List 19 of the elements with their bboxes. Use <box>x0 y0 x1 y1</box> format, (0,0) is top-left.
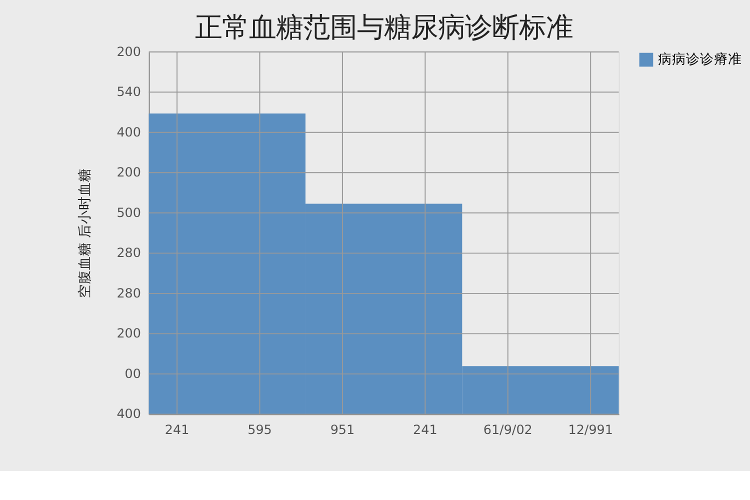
text: 200 <box>116 326 141 341</box>
y-axis-title: 空腹血糖 后小时血糖 <box>77 168 94 298</box>
text: 400 <box>116 124 141 140</box>
text: 595 <box>248 422 272 437</box>
text: 540 <box>116 84 141 100</box>
text: 280 <box>116 245 141 260</box>
text: 400 <box>116 406 141 422</box>
text: 280 <box>116 285 141 300</box>
text: 951 <box>330 422 355 437</box>
text: 241 <box>164 422 190 437</box>
text: 200 <box>116 164 141 180</box>
text: 500 <box>116 204 141 220</box>
text: 200 <box>116 44 141 59</box>
text: 00 <box>124 366 141 381</box>
chart-title: 正常血糖范围与糖尿病诊断标准 <box>194 12 573 44</box>
text: 12/991 <box>568 422 613 437</box>
text: 241 <box>413 422 438 437</box>
text: 61/9/02 <box>483 422 532 437</box>
legend-label: 病病诊诊瘠准 <box>658 52 742 68</box>
